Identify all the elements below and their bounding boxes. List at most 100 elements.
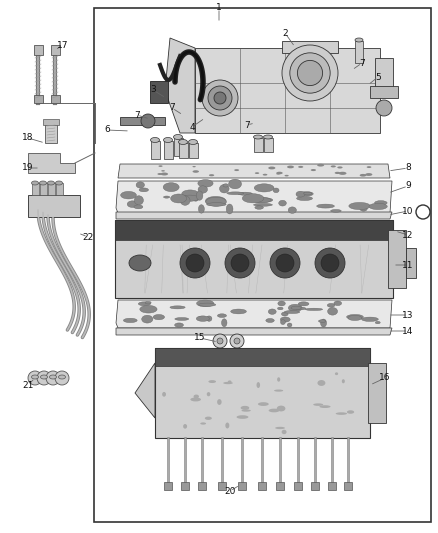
Bar — [115, 220, 393, 240]
Ellipse shape — [296, 307, 306, 310]
Ellipse shape — [365, 173, 372, 176]
Ellipse shape — [141, 315, 153, 323]
Bar — [164, 482, 172, 490]
Bar — [164, 141, 173, 159]
Polygon shape — [116, 328, 392, 335]
Ellipse shape — [374, 200, 387, 205]
Text: 14: 14 — [403, 327, 413, 335]
Ellipse shape — [287, 323, 292, 327]
Ellipse shape — [120, 191, 136, 199]
Circle shape — [297, 60, 323, 86]
Ellipse shape — [228, 381, 232, 383]
Ellipse shape — [241, 409, 251, 411]
Ellipse shape — [285, 175, 289, 176]
Ellipse shape — [321, 319, 327, 327]
Text: 16: 16 — [379, 374, 391, 383]
Bar — [276, 482, 284, 490]
Bar — [181, 482, 189, 490]
Ellipse shape — [305, 308, 322, 311]
Ellipse shape — [317, 164, 324, 167]
Ellipse shape — [192, 166, 196, 167]
Text: 13: 13 — [402, 311, 414, 319]
Ellipse shape — [163, 138, 173, 142]
Ellipse shape — [276, 172, 283, 174]
Ellipse shape — [223, 184, 229, 187]
Ellipse shape — [240, 406, 249, 410]
Ellipse shape — [275, 427, 285, 429]
Ellipse shape — [369, 203, 387, 209]
Ellipse shape — [347, 410, 354, 414]
Circle shape — [46, 371, 60, 385]
Bar — [155, 348, 370, 366]
Bar — [189, 143, 198, 158]
Ellipse shape — [348, 316, 362, 320]
Bar — [311, 482, 319, 490]
Ellipse shape — [209, 174, 214, 176]
Ellipse shape — [311, 169, 316, 171]
Ellipse shape — [153, 314, 165, 320]
Ellipse shape — [59, 375, 66, 379]
Ellipse shape — [194, 394, 199, 398]
Circle shape — [213, 334, 227, 348]
Ellipse shape — [319, 405, 331, 408]
Ellipse shape — [317, 204, 334, 208]
Bar — [45, 121, 57, 143]
Ellipse shape — [255, 172, 259, 174]
Ellipse shape — [124, 318, 137, 322]
Bar — [155, 348, 370, 438]
Bar — [115, 220, 393, 298]
Ellipse shape — [134, 205, 143, 209]
Ellipse shape — [206, 197, 226, 206]
Text: 12: 12 — [403, 230, 413, 239]
Ellipse shape — [258, 402, 269, 406]
Ellipse shape — [355, 38, 363, 42]
Bar — [238, 482, 246, 490]
Ellipse shape — [163, 196, 170, 198]
Ellipse shape — [32, 181, 39, 185]
Bar — [344, 482, 352, 490]
Ellipse shape — [227, 192, 244, 195]
Text: 15: 15 — [194, 334, 206, 343]
Ellipse shape — [205, 196, 226, 206]
Ellipse shape — [337, 166, 343, 168]
Ellipse shape — [254, 135, 262, 139]
Text: 18: 18 — [22, 133, 34, 142]
Ellipse shape — [47, 181, 54, 185]
Ellipse shape — [192, 195, 199, 201]
Ellipse shape — [278, 307, 283, 310]
Ellipse shape — [342, 379, 345, 383]
Ellipse shape — [268, 166, 276, 169]
Bar — [56, 183, 63, 195]
Ellipse shape — [151, 138, 159, 142]
Ellipse shape — [253, 198, 271, 203]
Bar — [174, 138, 183, 156]
Circle shape — [208, 86, 232, 110]
Bar — [34, 95, 43, 103]
Ellipse shape — [334, 301, 342, 305]
Polygon shape — [165, 38, 195, 133]
Circle shape — [276, 254, 294, 272]
Ellipse shape — [198, 186, 208, 193]
Bar — [218, 482, 226, 490]
Polygon shape — [116, 181, 392, 213]
Ellipse shape — [328, 308, 338, 315]
Ellipse shape — [226, 204, 233, 214]
Ellipse shape — [32, 375, 39, 379]
Text: 9: 9 — [405, 182, 411, 190]
Bar — [355, 41, 363, 63]
Ellipse shape — [318, 320, 326, 322]
Circle shape — [231, 254, 249, 272]
Ellipse shape — [206, 316, 212, 321]
Text: 2: 2 — [282, 28, 288, 37]
Text: 3: 3 — [150, 85, 156, 94]
Ellipse shape — [298, 166, 303, 168]
Ellipse shape — [49, 375, 57, 379]
Bar — [120, 117, 165, 125]
Ellipse shape — [207, 392, 210, 397]
Ellipse shape — [196, 316, 209, 321]
Ellipse shape — [180, 195, 199, 201]
Ellipse shape — [360, 174, 367, 176]
Bar — [198, 482, 206, 490]
Ellipse shape — [331, 165, 336, 167]
Ellipse shape — [268, 309, 276, 314]
